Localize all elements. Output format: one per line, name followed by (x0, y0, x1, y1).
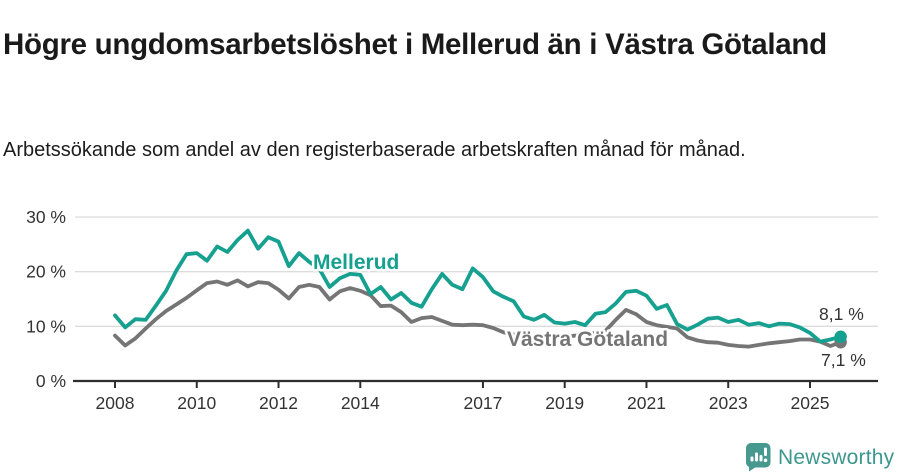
chart-title: Högre ungdomsarbetslöshet i Mellerud än … (3, 27, 827, 61)
newsworthy-logo-icon (746, 443, 771, 472)
x-axis-label: 2025 (791, 393, 830, 413)
y-axis-label: 0 % (36, 371, 66, 391)
x-axis-label: 2017 (463, 393, 502, 413)
chart-subtitle: Arbetssökande som andel av den registerb… (3, 139, 746, 161)
data-series (113, 228, 847, 349)
x-axis-label: 2012 (259, 393, 298, 413)
end-value-mellerud: 8,1 % (819, 304, 864, 324)
x-axis-label: 2019 (545, 393, 584, 413)
line-v-stra-g-taland (113, 278, 843, 349)
end-value-vastra-gotaland: 7,1 % (821, 350, 866, 370)
x-axis-label: 2014 (341, 393, 380, 413)
y-axis-label: 10 % (26, 316, 66, 336)
line-mellerud (113, 228, 843, 344)
series-label-vastra-gotaland: Västra Götaland (507, 328, 668, 351)
x-axis-label: 2023 (709, 393, 748, 413)
series-label-mellerud: Mellerud (313, 251, 399, 274)
x-axis-label: 2008 (96, 393, 135, 413)
y-axis-label: 20 % (26, 262, 66, 282)
x-axis-label: 2021 (627, 393, 666, 413)
newsworthy-logo: Newsworthy (746, 443, 895, 472)
y-axis-label: 30 % (26, 207, 66, 227)
end-dot-mellerud (834, 330, 847, 343)
newsworthy-logo-text: Newsworthy (778, 446, 895, 469)
x-axis-label: 2010 (177, 393, 216, 413)
line-chart: 30 % 20 % 10 % 0 % 2008 2010 2012 2014 2017 2019 2… (26, 207, 895, 472)
axes: 30 % 20 % 10 % 0 % 2008 2010 2012 2014 2017 2019 2… (26, 207, 878, 413)
